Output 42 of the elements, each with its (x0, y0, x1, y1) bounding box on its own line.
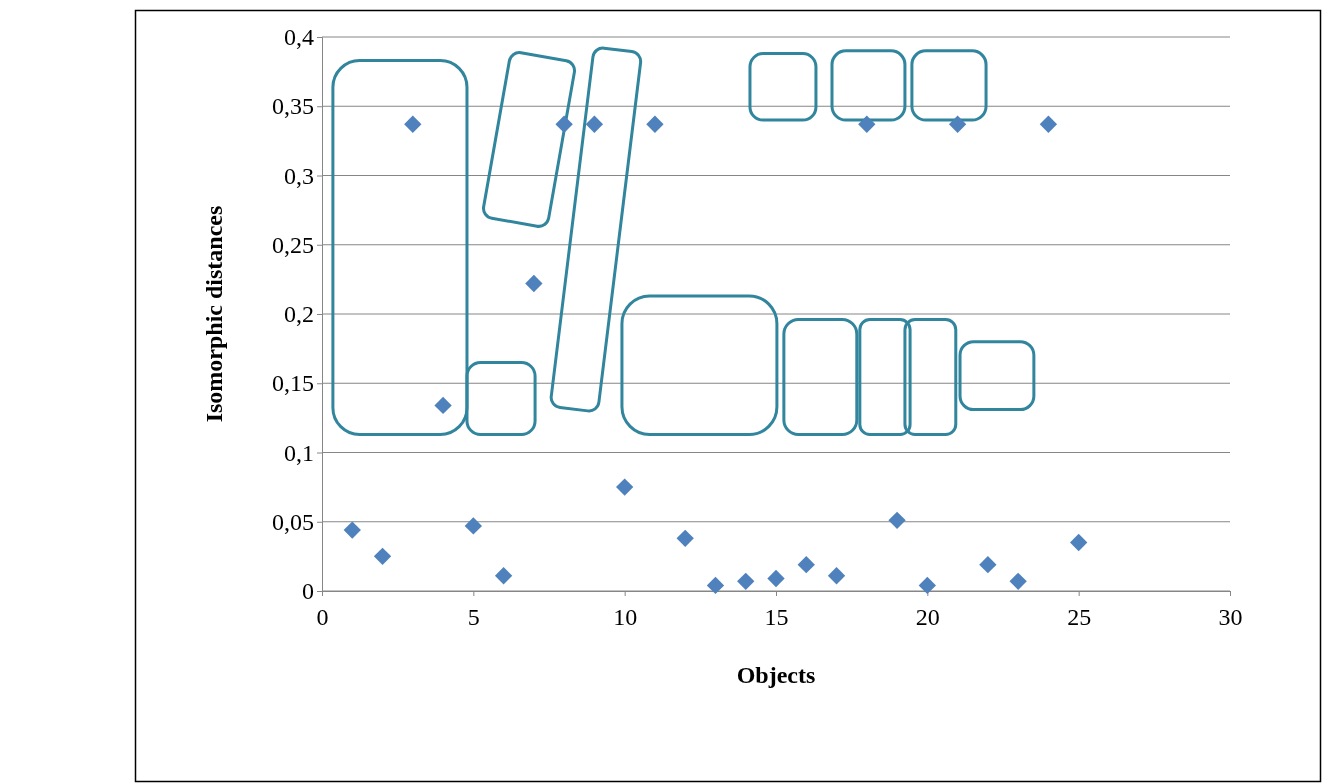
point (555, 115, 573, 133)
x-tick-label: 15 (764, 604, 789, 631)
point (706, 576, 725, 595)
point (646, 115, 664, 133)
y-tick-label: 0 (302, 578, 314, 605)
y-tick-label: 0,1 (284, 439, 314, 466)
point (1070, 533, 1088, 552)
y-tick-label: 0,15 (272, 370, 314, 397)
point (343, 521, 361, 539)
point (676, 529, 694, 548)
point (737, 572, 755, 590)
point (494, 567, 513, 585)
y-tick-label: 0,4 (284, 24, 314, 51)
point (858, 115, 876, 133)
x-axis-title: Objects (736, 662, 816, 688)
point (1009, 572, 1027, 590)
y-tick-label: 0,3 (284, 162, 314, 189)
point (585, 115, 604, 133)
y-tick-label: 0,35 (272, 93, 314, 120)
point (373, 547, 392, 566)
point (918, 576, 936, 595)
y-axis-title: Isomorphic distances (201, 205, 227, 423)
y-tick-label: 0,05 (272, 508, 314, 535)
y-tick-label: 0,25 (272, 231, 314, 258)
x-tick-label: 5 (467, 604, 480, 631)
point (827, 567, 846, 585)
point (979, 556, 997, 574)
point (1039, 115, 1058, 133)
point (948, 115, 967, 133)
point (797, 556, 815, 574)
point (434, 396, 452, 415)
x-tick-label: 30 (1218, 604, 1243, 631)
point (616, 478, 634, 496)
point (888, 511, 906, 530)
point (404, 115, 422, 133)
point (464, 517, 482, 535)
x-tick-label: 10 (613, 604, 638, 631)
x-tick-label: 20 (915, 604, 940, 631)
point (767, 569, 785, 588)
y-tick-label: 0,2 (284, 301, 314, 328)
point (525, 274, 543, 293)
x-tick-label: 25 (1067, 604, 1092, 631)
